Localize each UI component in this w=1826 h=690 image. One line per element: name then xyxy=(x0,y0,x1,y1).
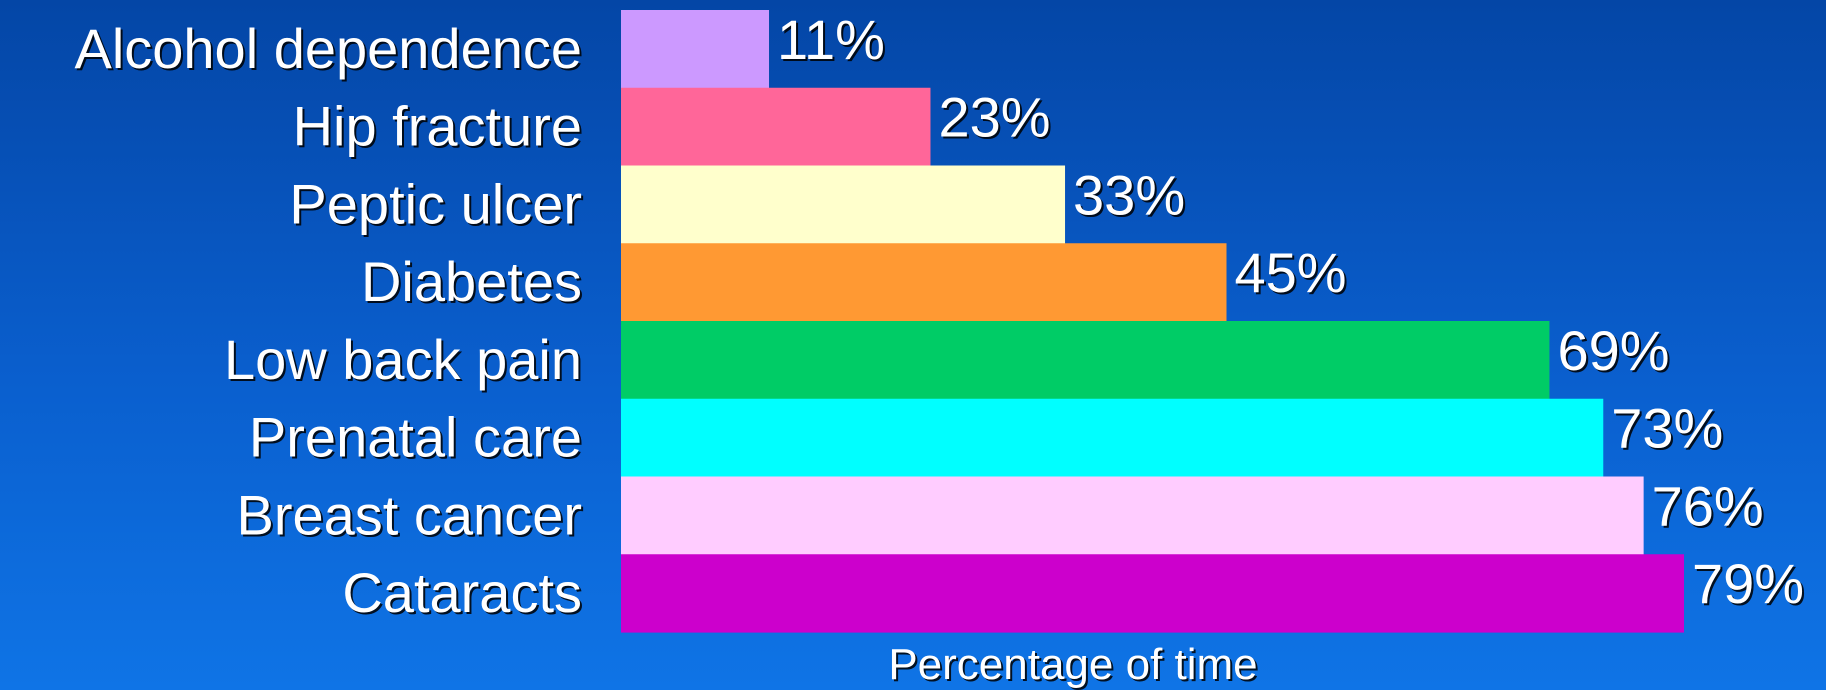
value-label: 23% xyxy=(938,86,1050,149)
category-label: Hip fracture xyxy=(293,95,582,158)
bar-4 xyxy=(621,243,1227,322)
bar-7 xyxy=(621,476,1644,555)
bars-group xyxy=(621,10,1684,633)
category-label: Prenatal care xyxy=(249,406,582,469)
bar-8 xyxy=(621,554,1684,633)
value-label: 45% xyxy=(1235,241,1347,304)
category-labels: Alcohol dependence Hip fracture Peptic ulc… xyxy=(74,17,582,624)
category-label: Breast cancer xyxy=(237,483,583,546)
x-axis-label: Percentage of time xyxy=(888,640,1257,689)
category-label: Low back pain xyxy=(224,328,582,391)
category-label: Alcohol dependence xyxy=(74,17,582,80)
bar-6 xyxy=(621,398,1604,478)
bar-2 xyxy=(621,87,931,167)
category-label: Peptic ulcer xyxy=(289,172,582,235)
value-label: 33% xyxy=(1073,163,1185,226)
value-labels: 11% 23% 33% 45% 69% 73% 76% 79% xyxy=(777,8,1804,615)
value-label: 79% xyxy=(1692,552,1804,615)
value-label: 73% xyxy=(1611,397,1723,460)
value-label: 76% xyxy=(1652,474,1764,537)
bar-3 xyxy=(621,165,1066,244)
value-label: 69% xyxy=(1557,319,1669,382)
category-label: Cataracts xyxy=(342,561,582,624)
category-label: Diabetes xyxy=(361,250,582,313)
value-label: 11% xyxy=(777,8,885,71)
bar-5 xyxy=(621,321,1550,400)
bar-1 xyxy=(621,10,770,89)
